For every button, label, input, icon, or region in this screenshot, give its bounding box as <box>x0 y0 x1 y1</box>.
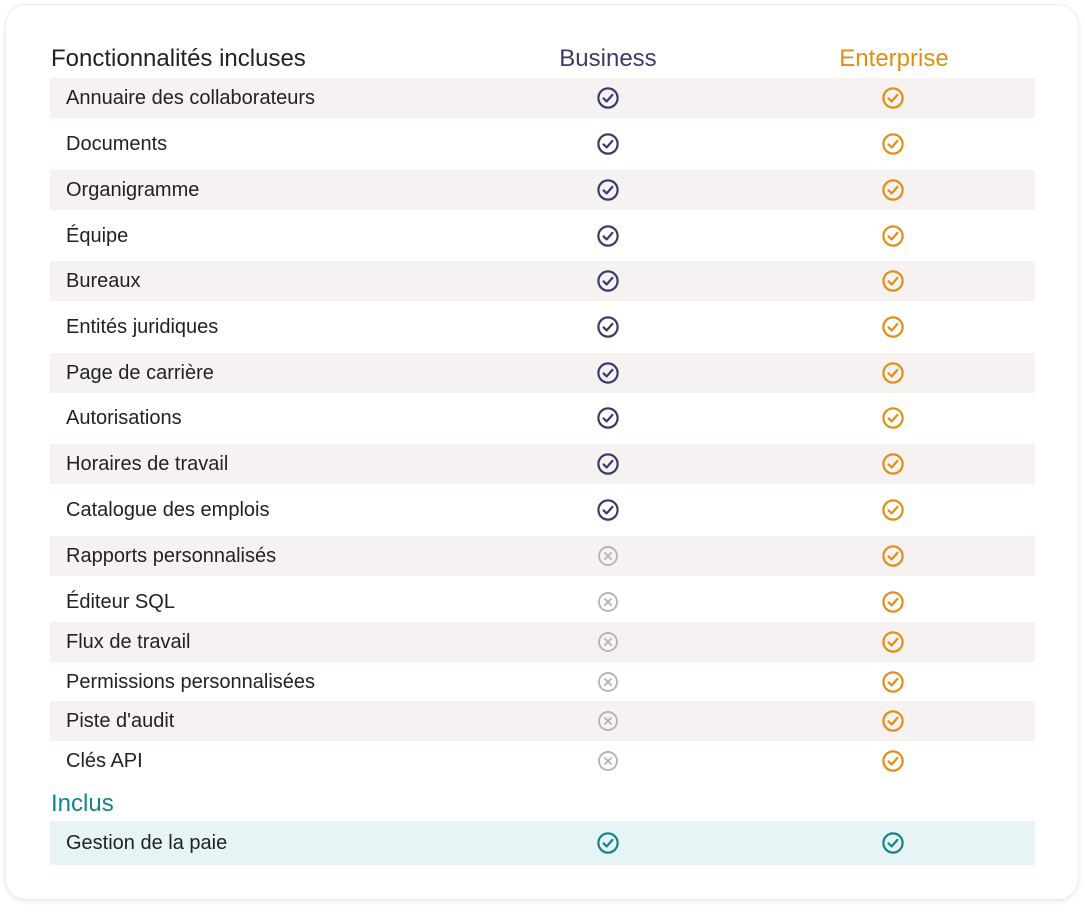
included-feature-row: Gestion de la paie <box>50 821 1035 865</box>
business-check-circle-icon <box>596 178 620 202</box>
feature-label: Clés API <box>66 749 143 772</box>
business-x-circle-icon <box>596 709 620 733</box>
feature-label: Gestion de la paie <box>66 831 228 854</box>
enterprise-check-circle-icon <box>881 749 905 773</box>
enterprise-check-circle-icon <box>881 452 905 476</box>
feature-label: Documents <box>66 132 168 155</box>
feature-row: Éditeur SQL <box>50 582 1035 622</box>
enterprise-check-circle-icon <box>881 224 905 248</box>
business-check-circle-icon <box>596 269 620 293</box>
pricing-comparison-card: Fonctionnalités incluses Business Enterp… <box>6 5 1078 899</box>
feature-row: Piste d'audit <box>50 701 1035 741</box>
feature-label: Éditeur SQL <box>66 590 175 613</box>
feature-row: Bureaux <box>50 261 1035 301</box>
feature-row: Flux de travail <box>50 622 1035 662</box>
feature-label: Équipe <box>66 224 129 247</box>
enterprise-check-circle-icon <box>881 269 905 293</box>
feature-label: Permissions personnalisées <box>66 670 316 693</box>
enterprise-check-circle-icon <box>881 178 905 202</box>
enterprise-check-circle-icon <box>881 406 905 430</box>
feature-label: Bureaux <box>66 269 141 292</box>
included-section-title: Inclus <box>51 790 114 817</box>
business-check-circle-icon <box>596 406 620 430</box>
feature-row: Clés API <box>50 741 1035 781</box>
enterprise-check-circle-icon <box>881 630 905 654</box>
feature-row: Page de carrière <box>50 353 1035 393</box>
business-check-circle-icon <box>596 132 620 156</box>
feature-row: Entités juridiques <box>50 307 1035 347</box>
feature-row: Organigramme <box>50 170 1035 210</box>
business-check-circle-icon <box>596 498 620 522</box>
enterprise-check-circle-icon <box>881 361 905 385</box>
business-x-circle-icon <box>596 544 620 568</box>
enterprise-check-circle-icon <box>881 498 905 522</box>
feature-row: Permissions personnalisées <box>50 662 1035 702</box>
feature-label: Flux de travail <box>66 630 191 653</box>
feature-row: Annuaire des collaborateurs <box>50 78 1035 118</box>
features-column-header: Fonctionnalités incluses <box>51 45 306 72</box>
feature-row: Rapports personnalisés <box>50 536 1035 576</box>
business-check-circle-icon <box>596 361 620 385</box>
business-x-circle-icon <box>596 590 620 614</box>
enterprise-check-circle-icon <box>881 709 905 733</box>
business-check-circle-icon <box>596 224 620 248</box>
enterprise-check-circle-icon <box>881 544 905 568</box>
enterprise-check-circle-icon <box>881 670 905 694</box>
enterprise-plan-header: Enterprise <box>839 45 949 72</box>
feature-row: Équipe <box>50 216 1035 256</box>
enterprise-check-circle-icon <box>881 315 905 339</box>
business-check-circle-icon <box>596 315 620 339</box>
enterprise-check-circle-icon <box>881 590 905 614</box>
feature-label: Organigramme <box>66 178 200 201</box>
feature-label: Entités juridiques <box>66 315 219 338</box>
feature-label: Page de carrière <box>66 361 214 384</box>
enterprise-check-circle-icon <box>881 86 905 110</box>
feature-row: Documents <box>50 124 1035 164</box>
feature-row: Autorisations <box>50 398 1035 438</box>
business-plan-header: Business <box>559 45 657 72</box>
feature-row: Catalogue des emplois <box>50 490 1035 530</box>
feature-label: Rapports personnalisés <box>66 544 277 567</box>
feature-row: Horaires de travail <box>50 444 1035 484</box>
feature-label: Piste d'audit <box>66 709 175 732</box>
business-x-circle-icon <box>596 749 620 773</box>
feature-label: Annuaire des collaborateurs <box>66 86 316 109</box>
business-x-circle-icon <box>596 630 620 654</box>
business-check-circle-icon <box>596 86 620 110</box>
business-check-circle-icon <box>596 831 620 855</box>
business-check-circle-icon <box>596 452 620 476</box>
feature-label: Catalogue des emplois <box>66 498 270 521</box>
feature-label: Horaires de travail <box>66 452 229 475</box>
enterprise-check-circle-icon <box>881 132 905 156</box>
feature-label: Autorisations <box>66 406 182 429</box>
enterprise-check-circle-icon <box>881 831 905 855</box>
business-x-circle-icon <box>596 670 620 694</box>
